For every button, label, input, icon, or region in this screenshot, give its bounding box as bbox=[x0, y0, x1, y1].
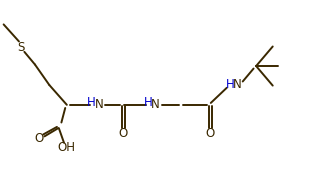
Text: H: H bbox=[87, 96, 96, 109]
Text: N: N bbox=[94, 98, 103, 111]
Text: O: O bbox=[205, 127, 215, 140]
Text: N: N bbox=[151, 98, 160, 111]
Text: H: H bbox=[226, 78, 235, 90]
Text: H: H bbox=[144, 96, 152, 109]
Text: OH: OH bbox=[57, 141, 75, 154]
Text: N: N bbox=[233, 78, 242, 90]
Text: S: S bbox=[17, 41, 25, 54]
Text: O: O bbox=[119, 127, 128, 140]
Text: O: O bbox=[34, 132, 43, 145]
